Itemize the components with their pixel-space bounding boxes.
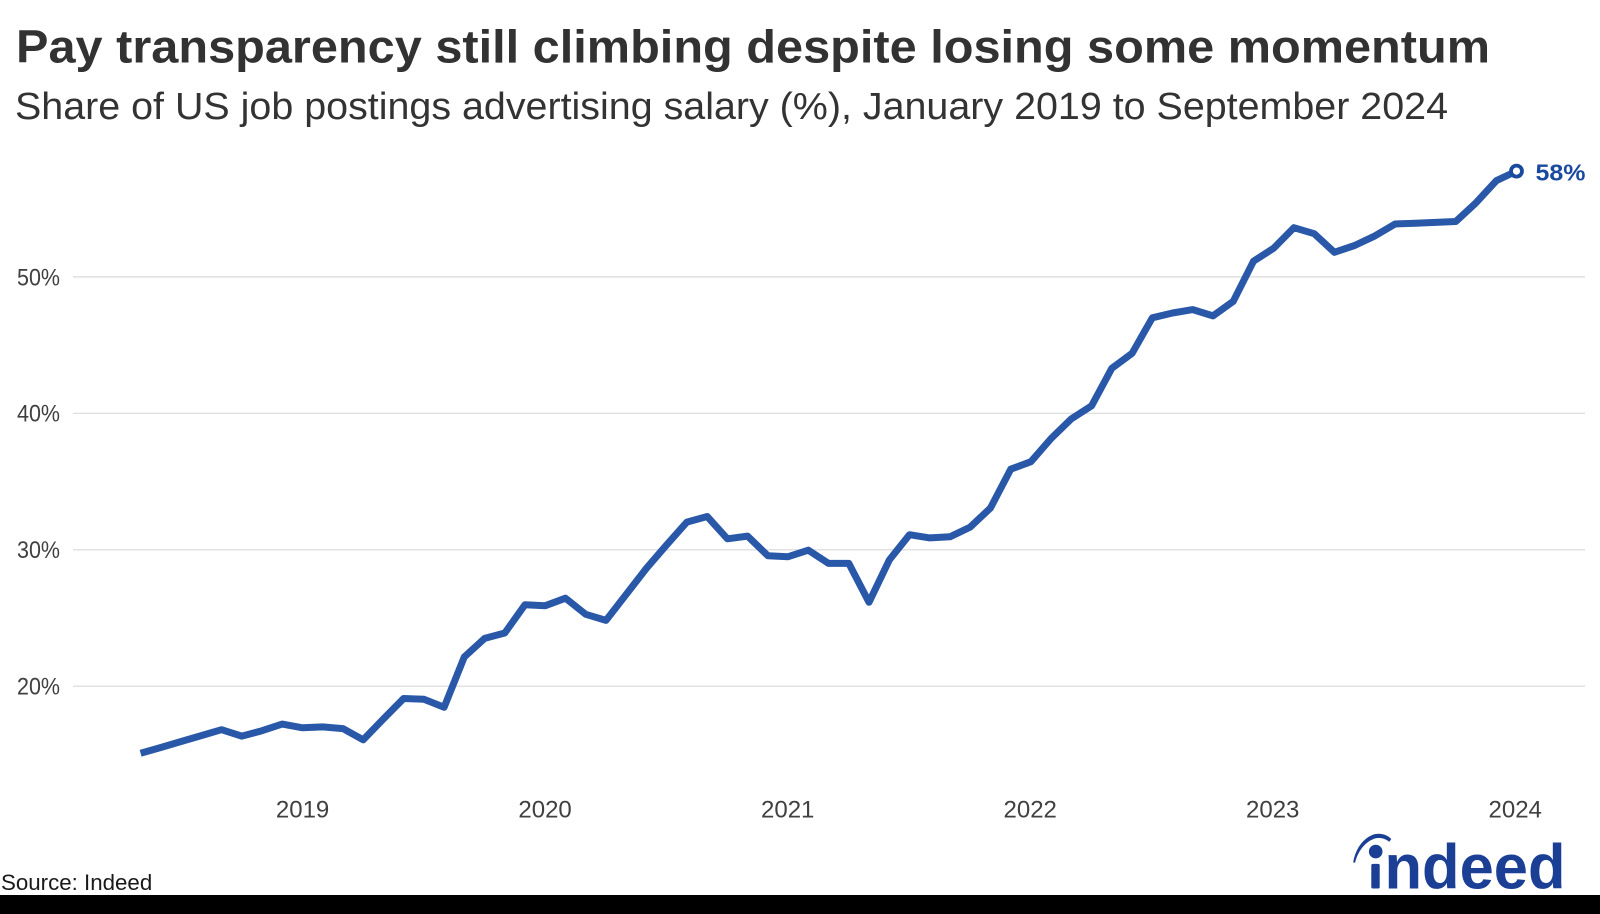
svg-text:2022: 2022 bbox=[1004, 797, 1057, 824]
svg-text:50%: 50% bbox=[17, 264, 60, 291]
svg-text:2024: 2024 bbox=[1489, 797, 1542, 824]
svg-text:Source: Indeed: Source: Indeed bbox=[1, 870, 152, 895]
svg-text:2021: 2021 bbox=[761, 797, 814, 824]
svg-text:2023: 2023 bbox=[1246, 797, 1299, 824]
svg-text:2020: 2020 bbox=[518, 797, 571, 824]
svg-text:2019: 2019 bbox=[276, 797, 329, 824]
svg-text:58%: 58% bbox=[1536, 159, 1586, 185]
svg-text:Share of US job postings adver: Share of US job postings advertising sal… bbox=[15, 85, 1448, 127]
svg-text:20%: 20% bbox=[17, 674, 60, 701]
svg-text:30%: 30% bbox=[17, 537, 60, 564]
svg-text:Pay transparency still climbin: Pay transparency still climbing despite … bbox=[16, 21, 1490, 73]
svg-text:40%: 40% bbox=[17, 401, 60, 428]
svg-text:ndeed: ndeed bbox=[1385, 833, 1566, 903]
